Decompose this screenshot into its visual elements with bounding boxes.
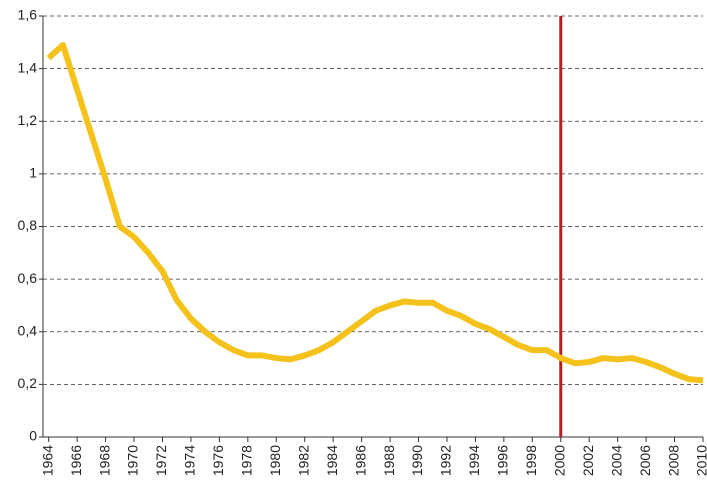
x-tick-label: 1994 [466, 445, 482, 476]
x-tick-label: 2004 [608, 445, 624, 476]
y-tick-label: 0,4 [18, 322, 38, 338]
x-tick-label: 1980 [267, 445, 283, 476]
x-tick-label: 1964 [39, 445, 55, 476]
x-tick-label: 1966 [68, 445, 84, 476]
y-tick-label: 0,6 [18, 270, 38, 286]
y-tick-label: 1,6 [18, 7, 38, 23]
y-tick-label: 0,2 [18, 375, 38, 391]
x-tick-label: 1968 [96, 445, 112, 476]
x-tick-label: 2006 [637, 445, 653, 476]
x-tick-label: 2010 [694, 445, 707, 476]
x-tick-label: 2002 [580, 445, 596, 476]
x-tick-label: 1978 [239, 445, 255, 476]
y-tick-label: 1,4 [18, 59, 38, 75]
x-tick-label: 1986 [352, 445, 368, 476]
x-tick-label: 1998 [523, 445, 539, 476]
y-tick-label: 1 [29, 165, 37, 181]
x-tick-label: 2008 [665, 445, 681, 476]
x-tick-label: 1982 [295, 445, 311, 476]
x-tick-label: 1996 [495, 445, 511, 476]
x-tick-label: 1988 [381, 445, 397, 476]
x-tick-label: 1974 [182, 445, 198, 476]
data-line [46, 41, 704, 384]
x-tick-label: 2000 [551, 445, 567, 476]
x-tick-label: 1976 [210, 445, 226, 476]
x-tick-label: 1984 [324, 445, 340, 476]
x-tick-label: 1990 [409, 445, 425, 476]
y-tick-label: 1,2 [18, 112, 38, 128]
y-tick-label: 0,8 [18, 217, 38, 233]
x-tick-label: 1972 [153, 445, 169, 476]
x-tick-label: 1970 [125, 445, 141, 476]
x-tick-label: 1992 [438, 445, 454, 476]
y-tick-label: 0 [29, 428, 37, 444]
